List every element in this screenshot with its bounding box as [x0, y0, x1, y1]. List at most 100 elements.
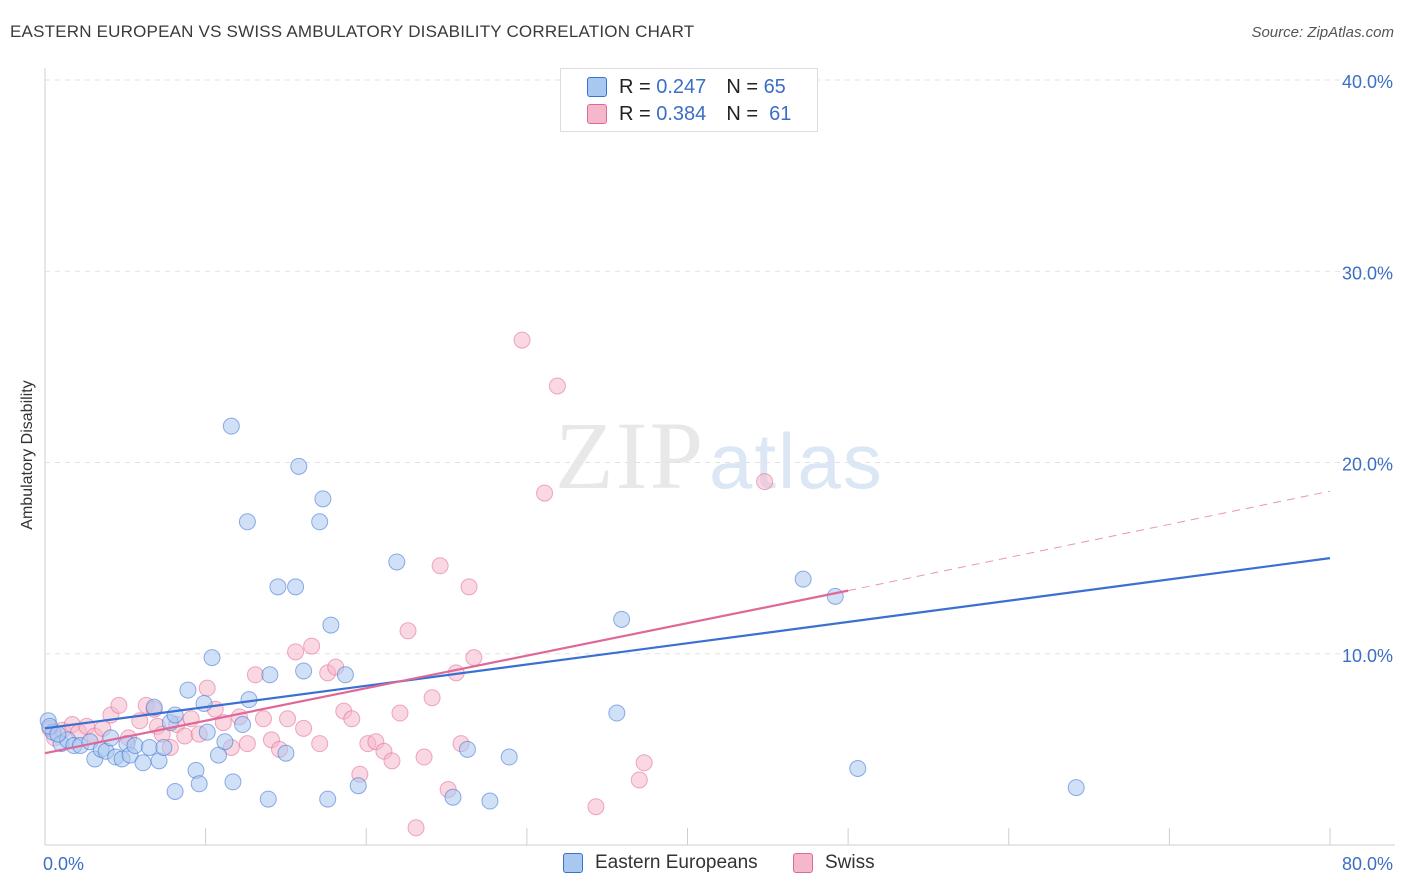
y-tick-label: 40.0%: [1342, 72, 1393, 92]
chart-title: EASTERN EUROPEAN VS SWISS AMBULATORY DIS…: [10, 22, 695, 41]
eastern-point: [234, 716, 252, 734]
eastern-point: [322, 616, 340, 634]
swiss-point: [415, 748, 433, 766]
eastern-point: [319, 790, 337, 808]
swiss-point: [536, 484, 554, 502]
eastern-point: [458, 740, 476, 758]
eastern-point: [287, 578, 305, 596]
legend: Eastern Europeans Swiss: [0, 852, 1406, 878]
x-tick-label: 80.0%: [1342, 854, 1393, 874]
swiss-point: [238, 735, 256, 753]
y-tick-label: 30.0%: [1342, 263, 1393, 283]
eastern-point: [238, 513, 256, 531]
eastern-point: [1067, 779, 1085, 797]
eastern-point: [155, 738, 173, 756]
swiss-point: [279, 710, 297, 728]
eastern-point: [295, 662, 313, 680]
eastern-point: [794, 570, 812, 588]
swiss-point: [513, 331, 531, 349]
eastern-point: [126, 737, 144, 755]
eastern-point: [826, 587, 844, 605]
swiss-point: [287, 643, 305, 661]
stats-row-swiss: R = 0.384 N = 61: [587, 101, 791, 127]
swiss-point: [756, 473, 774, 491]
eastern-point: [290, 457, 308, 475]
eastern-point: [311, 513, 329, 531]
swiss-point: [465, 649, 483, 667]
swiss-point: [431, 557, 449, 575]
eastern-point: [166, 782, 184, 800]
swiss-point: [423, 689, 441, 707]
eastern-point: [198, 723, 216, 741]
x-tick-label: 0.0%: [43, 854, 84, 874]
eastern-point: [203, 649, 221, 667]
swiss-point: [630, 771, 648, 789]
eastern-point: [277, 744, 295, 762]
eastern-point: [481, 792, 499, 810]
stats-r-label: R =: [619, 102, 651, 125]
y-tick-label: 20.0%: [1342, 455, 1393, 475]
eastern-point: [145, 698, 163, 716]
swiss-point: [391, 704, 409, 722]
swiss-point: [343, 710, 361, 728]
stats-n-value: 65: [763, 75, 786, 98]
eastern-point: [608, 704, 626, 722]
eastern-swatch: [587, 77, 607, 97]
eastern-point: [444, 788, 462, 806]
eastern-point: [140, 738, 158, 756]
swiss-point: [587, 798, 605, 816]
legend-item-eastern[interactable]: Eastern Europeans: [563, 852, 758, 874]
legend-label: Swiss: [825, 852, 875, 873]
eastern-trend-line: [44, 557, 1331, 730]
swiss-point: [548, 377, 566, 395]
eastern-point: [222, 417, 240, 435]
swiss-point: [110, 696, 128, 714]
eastern-point: [613, 610, 631, 628]
stats-n-value: 61: [769, 102, 792, 125]
eastern-point: [216, 733, 234, 751]
swiss-point: [303, 637, 321, 655]
swiss-point: [254, 710, 272, 728]
eastern-point: [269, 578, 287, 596]
watermark: ZIPatlas: [555, 400, 884, 511]
swiss-point: [383, 752, 401, 770]
swiss-swatch: [587, 104, 607, 124]
eastern-point: [134, 754, 152, 772]
eastern-point: [190, 775, 208, 793]
stats-r-value: 0.384: [656, 102, 707, 125]
eastern-point: [261, 666, 279, 684]
eastern-point: [179, 681, 197, 699]
swiss-point: [198, 679, 216, 697]
stats-r-label: R =: [619, 75, 651, 98]
swiss-trend-extension: [848, 490, 1331, 592]
source-label: Source: ZipAtlas.com: [1251, 24, 1394, 41]
eastern-point: [349, 777, 367, 795]
eastern-point: [224, 773, 242, 791]
eastern-point: [388, 553, 406, 571]
swiss-point: [246, 666, 264, 684]
stats-n-label: N =: [726, 102, 758, 125]
stats-n-label: N =: [726, 75, 758, 98]
stats-box: R = 0.247 N = 65 R = 0.384 N = 61: [560, 68, 818, 132]
stats-r-value: 0.247: [656, 75, 707, 98]
eastern-legend-swatch: [563, 853, 583, 873]
eastern-point: [500, 748, 518, 766]
y-tick-label: 10.0%: [1342, 646, 1393, 666]
swiss-point: [460, 578, 478, 596]
swiss-point: [295, 719, 313, 737]
legend-item-swiss[interactable]: Swiss: [793, 852, 875, 874]
swiss-point: [407, 819, 425, 837]
eastern-point: [849, 760, 867, 777]
swiss-legend-swatch: [793, 853, 813, 873]
watermark-atlas: atlas: [709, 417, 884, 505]
stats-row-eastern: R = 0.247 N = 65: [587, 74, 786, 100]
eastern-point: [314, 490, 332, 508]
eastern-point: [336, 666, 354, 684]
swiss-point: [176, 727, 194, 745]
swiss-point: [635, 754, 653, 772]
swiss-point: [399, 622, 417, 640]
swiss-point: [311, 735, 329, 753]
watermark-zip: ZIP: [555, 402, 705, 509]
eastern-point: [259, 790, 277, 808]
